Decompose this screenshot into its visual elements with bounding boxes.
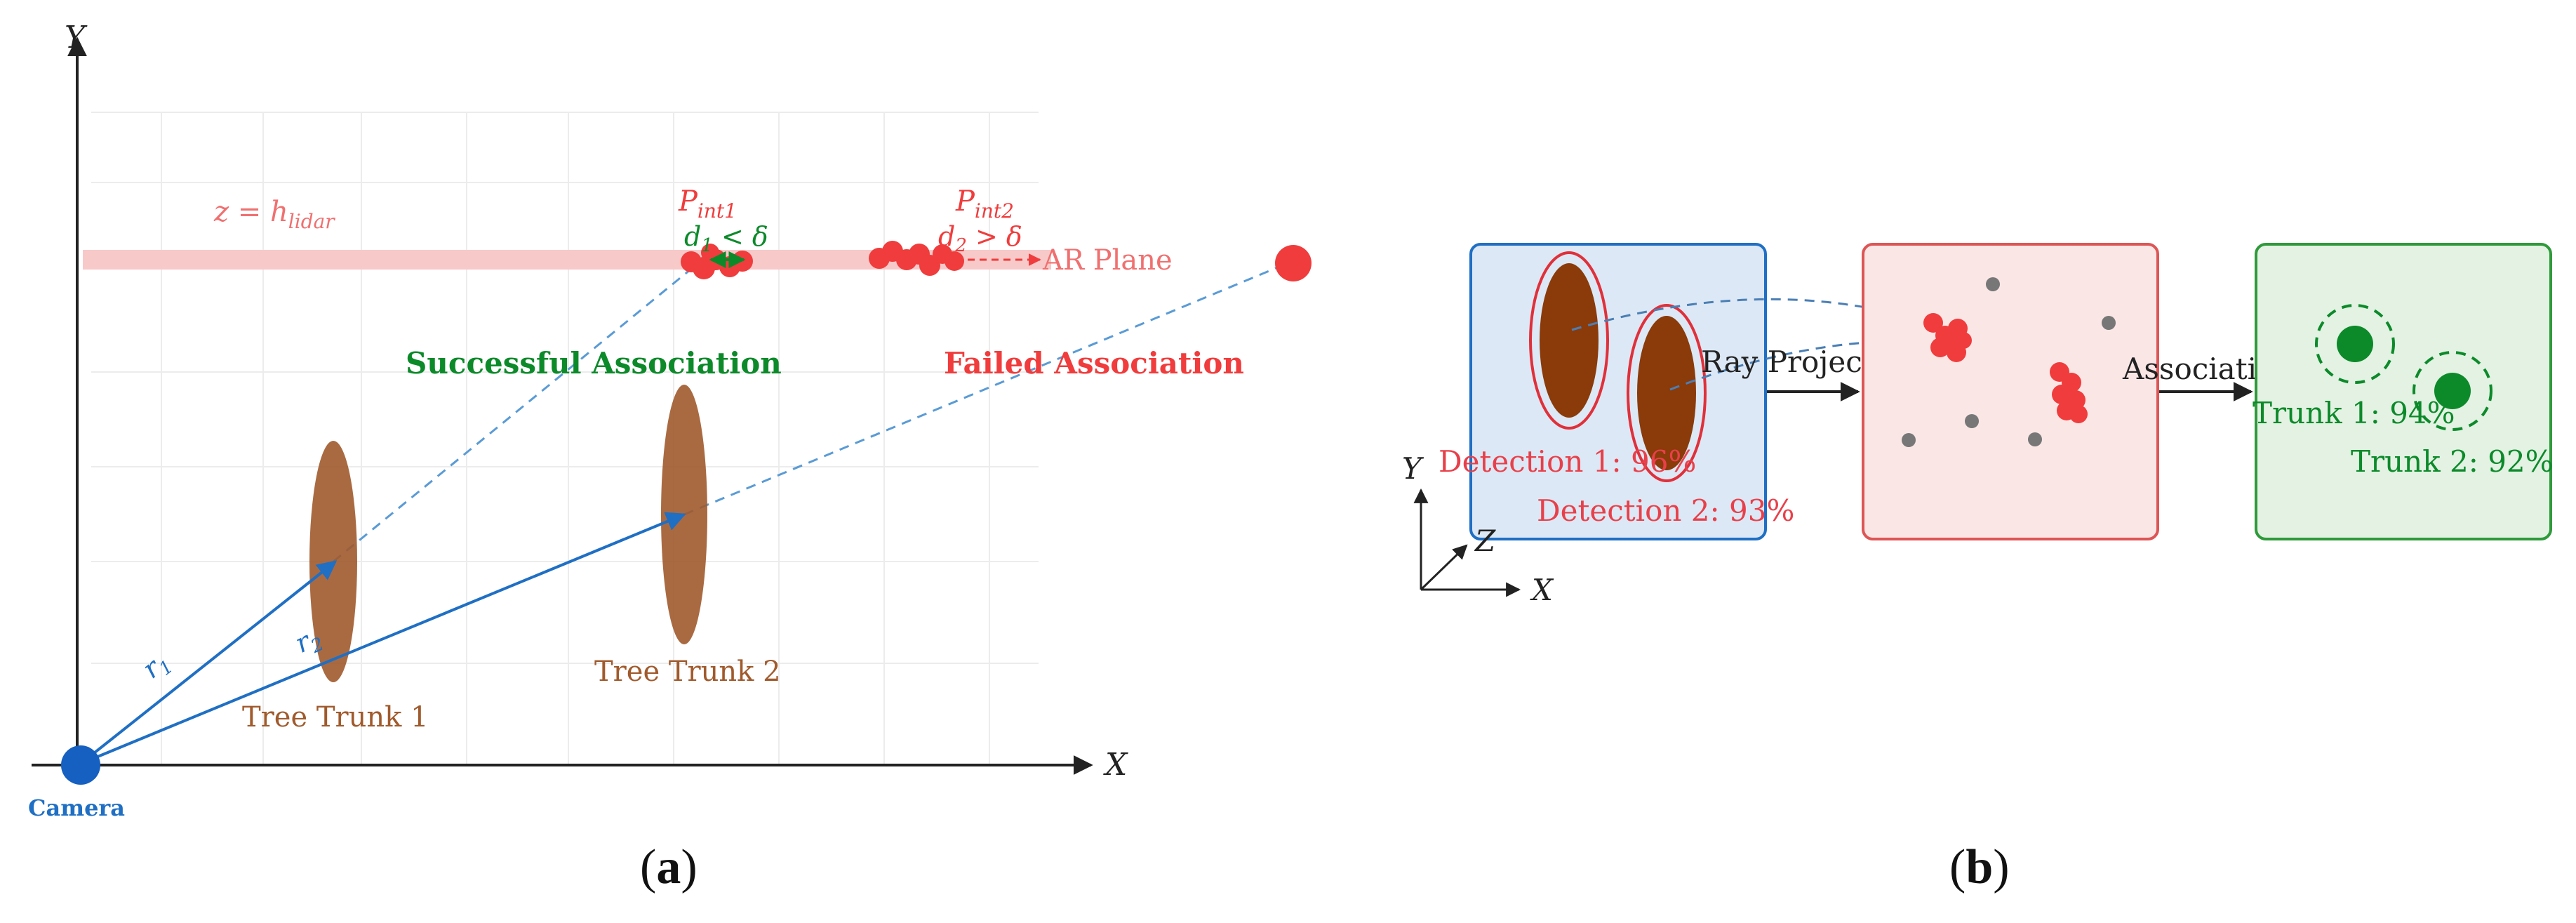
y-axis-label: Y (65, 20, 88, 55)
detection-1-trunk (1540, 263, 1599, 418)
ar-plane-label: AR Plane (1042, 244, 1173, 277)
successful-association-label: Successful Association (406, 346, 782, 380)
solid-ray-2 (80, 512, 686, 765)
projection-curve-2 (1669, 340, 1951, 391)
projection-curve (1571, 298, 2071, 394)
point-cloud-box (1862, 243, 2159, 540)
trunk-1-label: Trunk 1: 94% (2253, 396, 2455, 430)
axis-x-label: X (1530, 573, 1554, 607)
camera-label: Camera (28, 795, 125, 821)
tree-trunk-1-label: Tree Trunk 1 (242, 701, 429, 733)
detection-2-trunk (1637, 316, 1696, 470)
d1-label: d1 < δ (684, 221, 768, 256)
x-axis-label: X (1103, 747, 1128, 783)
failed-association-label: Failed Association (944, 346, 1244, 380)
associated-trunks-box (2255, 243, 2552, 540)
panel-a: Y X Camera r1 r2 Tree Trunk 1 Tree Trunk… (28, 20, 1312, 821)
panel-b: Detection 1: 96% Detection 2: 93% Y X Z … (1402, 243, 2554, 607)
failed-intersection-point (1275, 245, 1312, 281)
detection-1-label: Detection 1: 96% (1439, 444, 1696, 479)
axis-y-label: Y (1402, 451, 1424, 486)
point-cluster-1 (1923, 313, 1972, 362)
xyz-axes (1413, 488, 1521, 597)
p-int2-cluster (869, 241, 964, 276)
detection-2-outline (1627, 304, 1707, 482)
d2-label: d2 > δ (938, 221, 1022, 256)
trunk-2-point (2434, 373, 2471, 409)
caption-a: (a) (640, 840, 698, 894)
plane-equation: z = hlidar (213, 196, 335, 233)
p-int1-label: Pint1 (678, 185, 737, 223)
dashed-ray-2 (683, 262, 1288, 516)
camera-dot (61, 745, 100, 785)
detection-1-outline (1529, 251, 1609, 430)
solid-ray-1 (79, 560, 338, 765)
background-points (1902, 277, 2116, 447)
trunk-2-range (2413, 351, 2492, 431)
caption-b: (b) (1949, 840, 2010, 894)
trunk-2-label: Trunk 2: 92% (2351, 444, 2554, 479)
p-int2-label: Pint2 (955, 185, 1014, 223)
axis-z-label: Z (1474, 524, 1496, 558)
detection-2-label: Detection 2: 93% (1537, 493, 1794, 528)
trunk-1-point (2337, 326, 2373, 362)
r1-label: r1 (137, 645, 178, 688)
point-cluster-2 (2050, 362, 2088, 423)
trunk-1-range (2315, 304, 2395, 384)
tree-trunk-2-label: Tree Trunk 2 (594, 656, 781, 688)
dashed-ray-1 (333, 262, 699, 563)
